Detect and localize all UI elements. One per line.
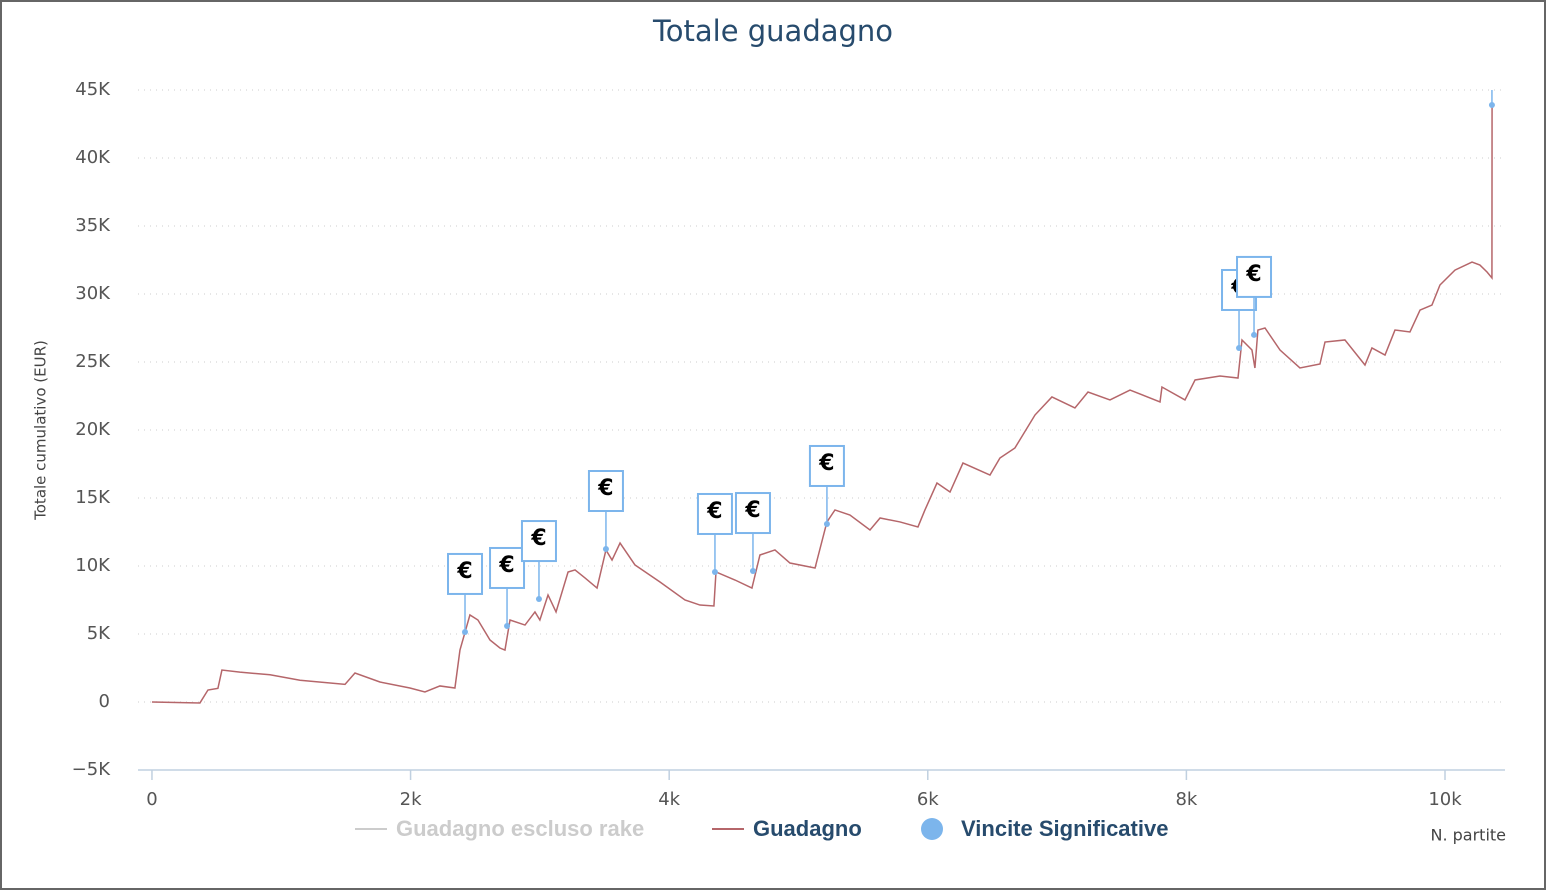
flag-label: €: [1245, 262, 1261, 287]
y-tick-label: −5K: [72, 759, 112, 780]
y-tick-label: 0: [99, 691, 110, 712]
flag-label: €: [597, 476, 613, 501]
flag-label: €: [456, 559, 472, 584]
x-axis-label: N. partite: [1430, 826, 1506, 845]
y-tick-label: 25K: [75, 351, 111, 372]
flag-box: [1236, 255, 1273, 298]
legend-symbol: [921, 818, 943, 840]
y-tick-label: 20K: [75, 419, 111, 440]
y-tick-label: 30K: [75, 283, 111, 304]
win-point: [823, 520, 830, 527]
flag-box: [734, 492, 771, 535]
chart-title: Totale guadagno: [652, 14, 893, 48]
x-tick-label: 10k: [1428, 789, 1462, 810]
y-axis-label: Totale cumulativo (EUR): [32, 340, 50, 521]
win-point: [1488, 101, 1495, 108]
y-tick-label: 45K: [75, 79, 111, 100]
flag-label: €: [706, 499, 722, 524]
legend-label: Guadagno: [753, 816, 862, 841]
x-tick-label: 8k: [1175, 789, 1197, 810]
flag-box: [808, 444, 845, 487]
flag-box: [520, 520, 557, 563]
win-point: [462, 628, 469, 635]
y-tick-label: 15K: [75, 487, 111, 508]
flag-box: [447, 552, 484, 595]
win-point: [749, 568, 756, 575]
flag-box: [587, 470, 624, 512]
win-point: [1236, 344, 1243, 351]
flag-label: €: [530, 526, 546, 551]
win-point: [602, 546, 609, 552]
y-tick-label: 35K: [75, 215, 111, 236]
x-tick-label: 4k: [658, 789, 680, 810]
flag-label: €: [818, 451, 834, 476]
flag-label: €: [498, 553, 514, 578]
win-point: [1251, 331, 1258, 338]
x-tick-label: 6k: [917, 789, 939, 810]
flag-label: €: [744, 498, 760, 523]
flag-box: [489, 546, 526, 589]
y-tick-label: 40K: [75, 147, 111, 168]
x-tick-label: 2k: [400, 789, 422, 810]
win-point: [535, 596, 542, 603]
win-point: [504, 622, 511, 629]
series-line: [151, 104, 1493, 704]
legend-label: Guadagno escluso rake: [396, 816, 644, 841]
y-tick-label: 5K: [87, 623, 111, 644]
legend-label: Vincite Significative: [961, 816, 1168, 841]
flag-box: [696, 492, 733, 535]
y-tick-label: 10K: [75, 555, 111, 576]
win-point: [711, 568, 718, 575]
x-tick-label: 0: [146, 789, 157, 810]
